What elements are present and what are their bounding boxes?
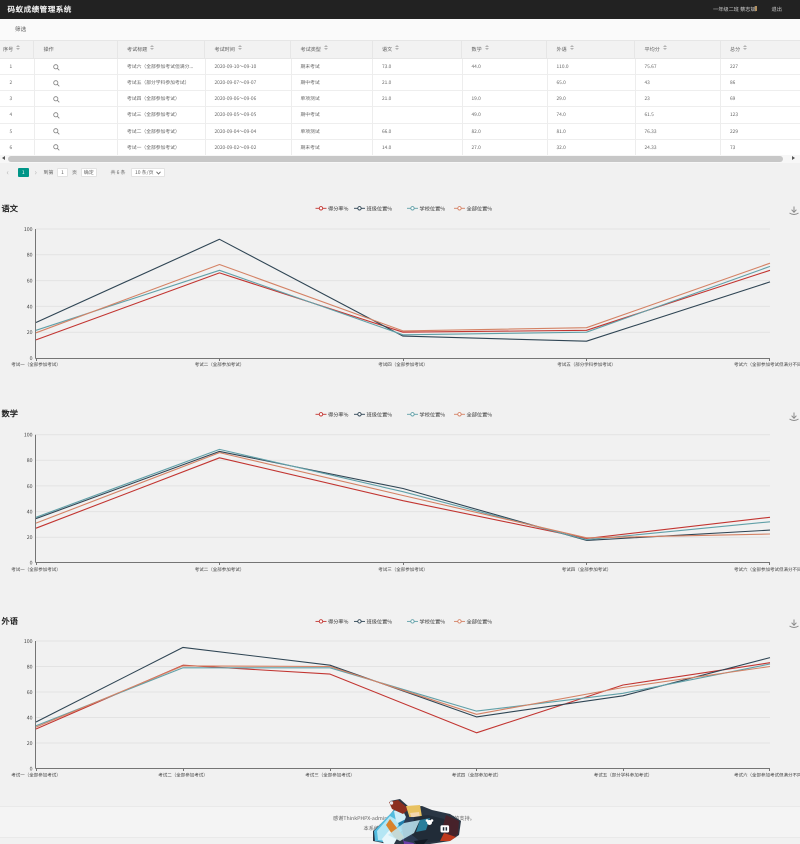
svg-text:考试四（全部参加考试）: 考试四（全部参加考试） bbox=[562, 567, 612, 573]
svg-text:80: 80 bbox=[27, 663, 33, 670]
svg-text:考试六（全部参加考试但满分不同）: 考试六（全部参加考试但满分不同） bbox=[734, 362, 800, 368]
svg-text:考试三（全部参加考试）: 考试三（全部参加考试） bbox=[378, 567, 428, 573]
svg-text:考试六（全部参加考试但满分不同）: 考试六（全部参加考试但满分不同） bbox=[734, 567, 800, 573]
svg-text:考试二（全部参加考试）: 考试二（全部参加考试） bbox=[158, 773, 208, 779]
svg-text:考试一（全部参加考试）: 考试一（全部参加考试） bbox=[11, 362, 61, 368]
svg-text:得分率%: 得分率% bbox=[328, 205, 349, 212]
svg-text:得分率%: 得分率% bbox=[328, 411, 349, 418]
svg-text:全部位置%: 全部位置% bbox=[467, 411, 493, 418]
svg-text:考试一（全部参加考试）: 考试一（全部参加考试） bbox=[11, 773, 61, 779]
svg-text:得分率%: 得分率% bbox=[328, 618, 349, 625]
svg-text:数学: 数学 bbox=[1, 407, 18, 419]
svg-text:60: 60 bbox=[27, 278, 33, 285]
svg-text:外语: 外语 bbox=[1, 615, 19, 627]
svg-text:考试五（部分学科参加考试）: 考试五（部分学科参加考试） bbox=[594, 773, 653, 779]
svg-text:0: 0 bbox=[30, 355, 33, 362]
svg-text:0: 0 bbox=[30, 765, 33, 772]
svg-text:考试四（全部参加考试）: 考试四（全部参加考试） bbox=[378, 362, 428, 368]
svg-text:60: 60 bbox=[27, 483, 33, 490]
svg-text:考试四（全部参加考试）: 考试四（全部参加考试） bbox=[452, 773, 502, 779]
svg-text:40: 40 bbox=[27, 509, 33, 516]
svg-text:100: 100 bbox=[24, 226, 33, 233]
svg-text:考试二（全部参加考试）: 考试二（全部参加考试） bbox=[195, 362, 245, 368]
svg-text:20: 20 bbox=[27, 534, 33, 541]
svg-text:语文: 语文 bbox=[2, 202, 19, 214]
svg-text:班级位置%: 班级位置% bbox=[367, 411, 393, 418]
svg-text:班级位置%: 班级位置% bbox=[367, 205, 393, 212]
svg-text:班级位置%: 班级位置% bbox=[367, 618, 393, 625]
svg-text:考试三（全部参加考试）: 考试三（全部参加考试） bbox=[305, 773, 355, 779]
svg-text:100: 100 bbox=[24, 638, 33, 645]
svg-text:60: 60 bbox=[27, 689, 33, 696]
svg-text:考试五（部分学科参加考试）: 考试五（部分学科参加考试） bbox=[557, 362, 616, 368]
svg-text:100: 100 bbox=[24, 432, 33, 439]
svg-text:学校位置%: 学校位置% bbox=[420, 411, 446, 418]
svg-text:80: 80 bbox=[27, 457, 33, 464]
svg-text:考试六（全部参加考试但满分不同）: 考试六（全部参加考试但满分不同） bbox=[734, 773, 800, 779]
svg-text:20: 20 bbox=[27, 740, 33, 747]
svg-text:20: 20 bbox=[27, 329, 33, 336]
svg-text:考试二（全部参加考试）: 考试二（全部参加考试） bbox=[195, 567, 245, 573]
svg-text:40: 40 bbox=[27, 303, 33, 310]
svg-text:全部位置%: 全部位置% bbox=[467, 205, 493, 212]
svg-text:学校位置%: 学校位置% bbox=[420, 205, 446, 212]
svg-text:80: 80 bbox=[27, 252, 33, 259]
svg-text:考试一（全部参加考试）: 考试一（全部参加考试） bbox=[11, 567, 61, 573]
svg-text:全部位置%: 全部位置% bbox=[467, 618, 493, 625]
svg-text:0: 0 bbox=[30, 560, 33, 567]
svg-text:学校位置%: 学校位置% bbox=[420, 618, 446, 625]
svg-text:40: 40 bbox=[27, 714, 33, 721]
